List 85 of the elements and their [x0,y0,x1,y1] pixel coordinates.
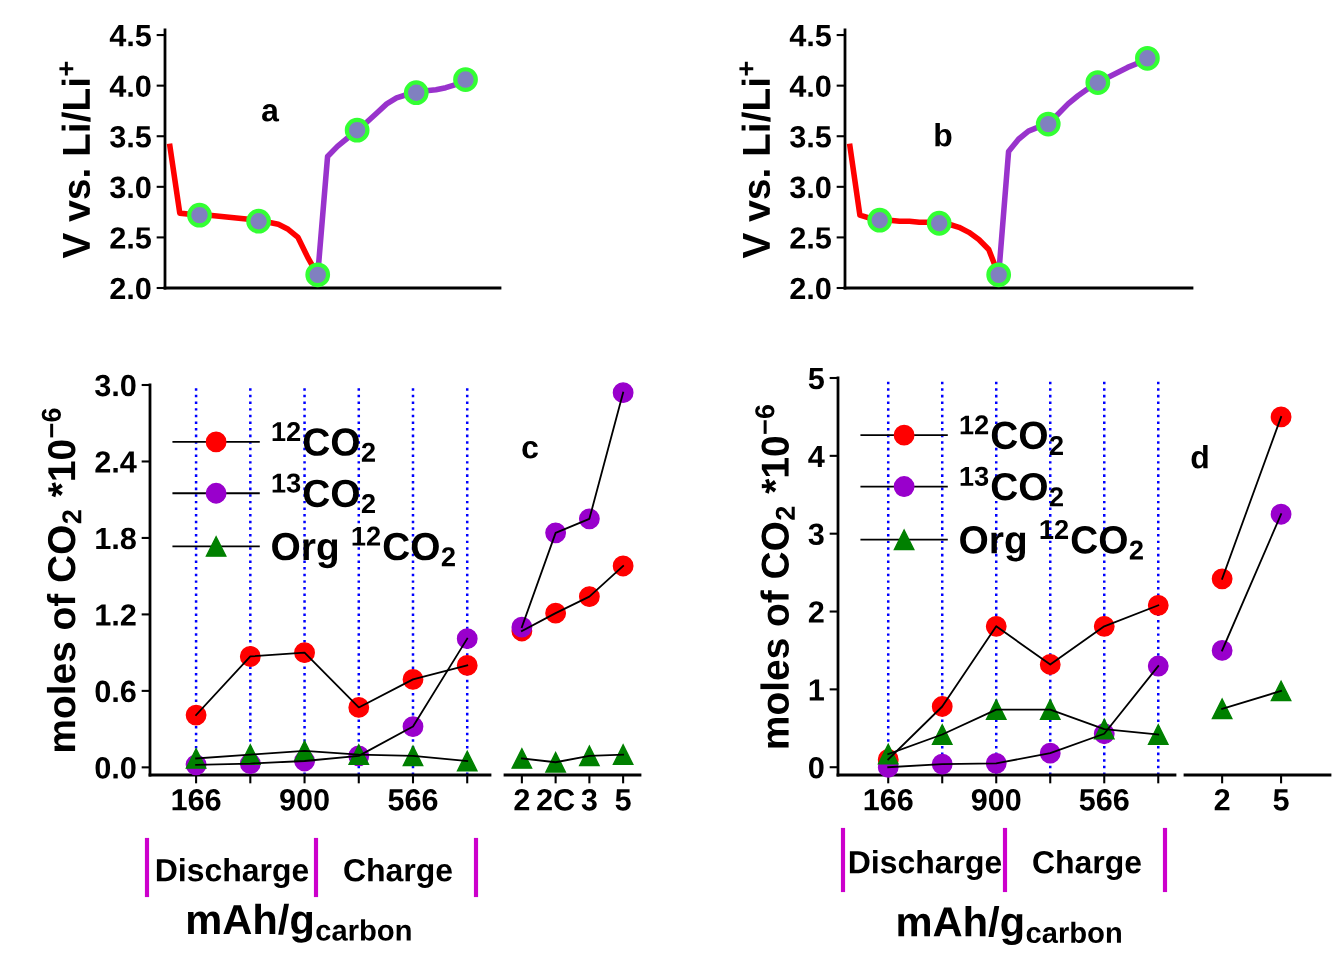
x-tick-label: 166 [864,789,913,811]
x-tick-label: 900 [971,789,1021,811]
y-axis-title: V vs. Li/Li$^{+}$ [739,61,771,259]
y-tick-label: 3.5 [790,125,831,148]
y-tick-label: 4.5 [789,25,831,47]
point [187,202,212,228]
legend-label: $^{13}$CO$_{2}$ [960,466,1063,507]
x-tick-label: 2C [537,789,575,811]
point [1211,640,1233,661]
x-tick-label: 5 [1273,789,1289,811]
x-tick-label: 900 [280,789,329,811]
annotation: b [935,123,952,147]
x-axis-title: mAh/g$_{carbon}$ [187,903,411,943]
y-tick-label: 2.5 [790,227,831,249]
point [612,744,634,766]
y-tick-label: 1 [809,679,824,701]
y-tick-label: 4.0 [789,75,831,98]
y-tick-label: 3 [808,523,824,546]
y-tick-label: 2.4 [95,451,137,473]
point [305,262,331,288]
point [403,80,429,106]
point [511,748,533,769]
point [1211,568,1233,590]
x-tick-label: 3 [581,789,597,811]
y-tick-label: 4 [808,445,825,467]
point [612,555,634,577]
x-tick-label: 566 [388,789,438,811]
y-tick-label: 4.0 [109,75,151,98]
y-tick-label: 2 [808,601,824,623]
y-tick-label: 3.0 [95,374,136,397]
point [1147,724,1169,745]
y-tick-label: 4.5 [109,25,151,47]
point [246,208,271,234]
y-axis-title: V vs. Li/Li$^{+}$ [59,61,91,259]
text: Charge [344,858,452,888]
y-tick-label: 2.0 [790,277,831,300]
y-tick-label: 3.5 [110,125,151,148]
annotation: c [522,441,538,459]
y-tick-label: 2.0 [110,277,151,300]
point [1085,70,1111,95]
legend-label: $^{13}$CO$_{2}$ [272,473,375,513]
point [456,750,478,772]
point [344,117,370,143]
text: Charge [1033,850,1141,880]
y-tick-label: 1.8 [96,527,136,550]
point [926,210,952,236]
x-tick-label: 2 [514,789,530,811]
point [1270,406,1292,428]
y-tick-label: 0 [809,756,824,779]
point [867,207,893,233]
point [1270,503,1292,525]
annotation: d [1191,445,1208,469]
point [1147,594,1169,616]
point [612,382,634,404]
text: Discharge [156,858,309,888]
y-tick-label: 3.0 [790,176,831,199]
point [545,751,567,773]
x-axis-title: mAh/g$_{carbon}$ [898,906,1121,946]
y-tick-label: 1.2 [96,604,136,626]
legend-label: $^{12}$CO$_{2}$ [960,415,1063,455]
legend-label: $^{12}$CO$_{2}$ [272,422,375,462]
y-tick-label: 0.6 [95,680,136,703]
text: Discharge [849,850,1002,880]
point [453,67,478,92]
y-tick-label: 3.0 [110,176,151,199]
y-tick-label: 2.5 [110,227,151,249]
point [1147,655,1169,677]
x-tick-label: 166 [172,789,221,811]
x-tick-label: 2 [1214,789,1230,811]
point [456,628,478,650]
point [456,654,478,676]
y-tick-label: 5 [808,368,824,390]
point [1211,698,1233,720]
point [1135,45,1160,71]
y-axis-title: moles of CO$_{2}$ *10$^{−6}$ [755,404,795,748]
legend-label: Org $^{12}$CO$_{2}$ [960,519,1143,562]
legend-label: Org $^{12}$CO$_{2}$ [272,526,455,569]
y-tick-label: 0.0 [95,757,136,779]
x-tick-label: 5 [615,789,631,811]
y-axis-title: moles of CO$_{2}$ *10$^{−6}$ [41,408,82,752]
point [1035,111,1061,137]
x-tick-label: 566 [1079,789,1129,811]
point [185,704,207,726]
point [986,262,1012,288]
annotation: a [262,104,280,122]
